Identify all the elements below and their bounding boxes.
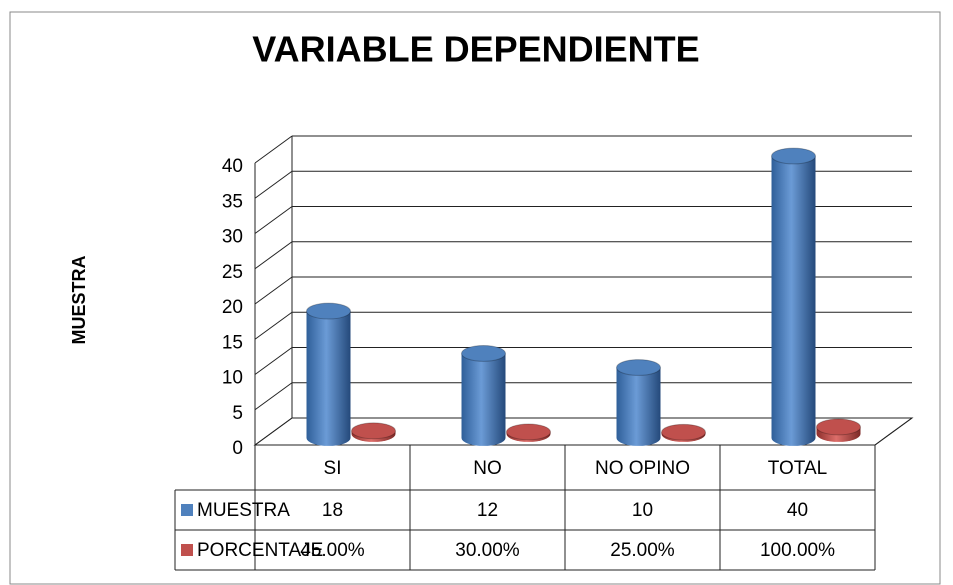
legend-label: PORCENTAJE: [197, 540, 323, 561]
cylinder: [506, 423, 551, 442]
grid-line: [254, 382, 293, 411]
cylinder: [616, 359, 661, 446]
legend-label: MUESTRA: [197, 500, 290, 521]
cylinder-top: [771, 147, 816, 165]
y-axis-label: MUESTRA: [69, 256, 89, 345]
grid-line: [254, 276, 293, 305]
cylinder-body: [616, 367, 661, 438]
cylinder-top: [506, 423, 551, 441]
table-value: 100.00%: [760, 540, 835, 561]
grid-line: [254, 241, 293, 270]
cylinder-top: [461, 344, 506, 362]
cylinder-top: [816, 418, 861, 436]
table-value: 18: [322, 500, 343, 521]
floor-edge: [874, 417, 913, 446]
table-value: 10: [632, 500, 653, 521]
grid-line: [254, 417, 293, 446]
cylinder: [661, 423, 706, 442]
y-tick-label: 0: [232, 438, 243, 459]
cylinder-top: [616, 359, 661, 376]
grid-line: [254, 311, 293, 340]
table-value: 12: [477, 500, 498, 521]
chart-title: VARIABLE DEPENDIENTE: [252, 29, 699, 70]
cylinder-body: [461, 353, 506, 438]
y-tick-label: 25: [222, 262, 243, 283]
cylinder: [771, 147, 816, 446]
table-value: 45.00%: [300, 540, 365, 561]
cylinder-top: [661, 423, 706, 441]
cylinder-top: [351, 422, 396, 440]
cylinder-body: [771, 156, 816, 438]
x-tick-label: NO: [473, 458, 502, 479]
grid-line: [254, 206, 293, 234]
cylinder: [461, 344, 506, 446]
x-tick-label: SI: [324, 458, 342, 479]
grid-line: [254, 347, 293, 375]
x-tick-label: TOTAL: [768, 458, 827, 479]
grid-line: [254, 135, 293, 164]
y-tick-label: 20: [222, 297, 243, 318]
y-tick-label: 35: [222, 191, 243, 212]
y-tick-label: 30: [222, 227, 243, 248]
cylinder: [351, 422, 396, 442]
y-tick-label: 10: [222, 368, 243, 389]
y-tick-label: 40: [222, 156, 243, 177]
cylinder-top: [306, 302, 351, 320]
y-tick-label: 15: [222, 332, 243, 353]
table-value: 25.00%: [610, 540, 675, 561]
table-value: 30.00%: [455, 540, 520, 561]
cylinder: [816, 418, 861, 442]
table-value: 40: [787, 500, 808, 521]
cylinder: [306, 302, 351, 446]
x-tick-label: NO OPINO: [595, 458, 690, 479]
grid-line: [254, 170, 293, 199]
legend-swatch: [181, 544, 193, 556]
legend-swatch: [181, 504, 193, 516]
cylinder-body: [306, 311, 351, 438]
y-tick-label: 5: [232, 403, 243, 424]
